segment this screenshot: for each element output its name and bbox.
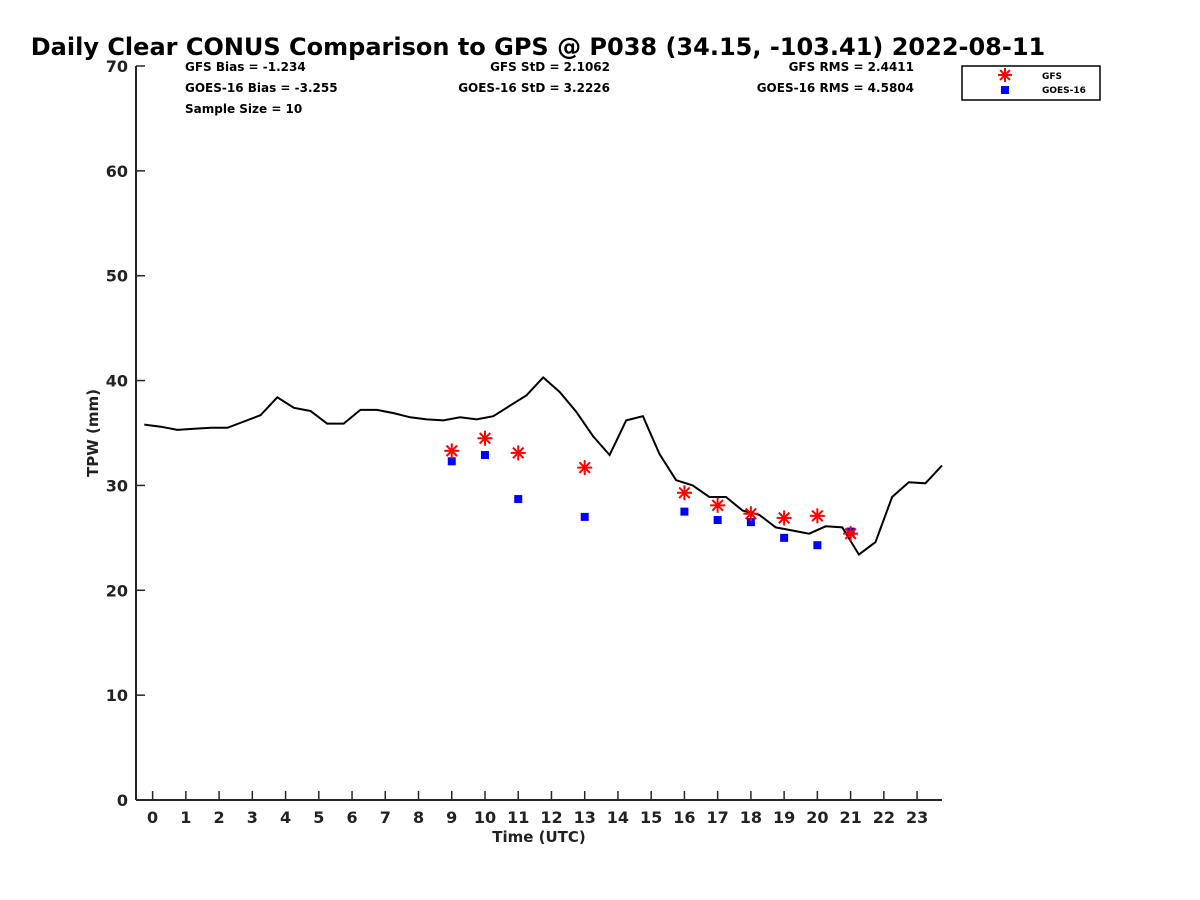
- legend-goes-label: GOES-16: [1042, 86, 1086, 96]
- x-tick-label: 2: [214, 808, 225, 827]
- gfs-point: [710, 497, 726, 513]
- gfs-point: [809, 508, 825, 524]
- gps-tpw-line: [144, 376, 943, 557]
- goes16-point: [713, 516, 722, 525]
- x-tick-label: 15: [640, 808, 662, 827]
- gfs-point: [776, 510, 792, 526]
- x-tick-label: 12: [540, 808, 562, 827]
- y-tick-label: 60: [106, 162, 128, 181]
- x-tick-label: 1: [180, 808, 191, 827]
- goes16-point: [480, 451, 489, 460]
- x-tick-label: 17: [707, 808, 729, 827]
- x-tick-label: 7: [380, 808, 391, 827]
- gfs-point: [743, 506, 759, 522]
- x-tick-label: 6: [346, 808, 357, 827]
- goes-bias-text: GOES-16 Bias = -3.255: [185, 81, 338, 95]
- x-tick-label: 8: [413, 808, 424, 827]
- chart-title: Daily Clear CONUS Comparison to GPS @ P0…: [31, 33, 1045, 61]
- gfs-point: [676, 485, 692, 501]
- x-axis-label: Time (UTC): [492, 828, 586, 846]
- plot-area: [144, 376, 943, 557]
- sample-size-text: Sample Size = 10: [185, 102, 302, 116]
- y-tick-label: 50: [106, 267, 128, 286]
- y-tick-label: 10: [106, 686, 128, 705]
- y-axis-label: TPW (mm): [84, 389, 102, 477]
- goes16-point: [813, 541, 822, 550]
- x-tick-label: 11: [507, 808, 529, 827]
- x-tick-label: 9: [446, 808, 457, 827]
- x-tick-label: 18: [740, 808, 762, 827]
- x-tick-label: 22: [873, 808, 895, 827]
- gfs-bias-text: GFS Bias = -1.234: [185, 60, 306, 74]
- stats-block: GFS Bias = -1.234 GOES-16 Bias = -3.255 …: [185, 60, 914, 116]
- gfs-rms-text: GFS RMS = 2.4411: [789, 60, 914, 74]
- gfs-point: [510, 445, 526, 461]
- x-tick-label: 4: [280, 808, 291, 827]
- y-tick-label: 20: [106, 581, 128, 600]
- goes16-point: [680, 507, 689, 516]
- legend-goes-marker: [1001, 86, 1009, 94]
- x-tick-label: 23: [906, 808, 928, 827]
- gfs-point: [444, 443, 460, 459]
- goes16-point: [447, 457, 456, 466]
- legend: GFS GOES-16: [961, 65, 1101, 101]
- x-tick-label: 10: [474, 808, 496, 827]
- gfs-std-text: GFS StD = 2.1062: [490, 60, 610, 74]
- x-tick-label: 14: [607, 808, 629, 827]
- x-tick-label: 20: [806, 808, 828, 827]
- goes-rms-text: GOES-16 RMS = 4.5804: [757, 81, 914, 95]
- x-tick-label: 5: [313, 808, 324, 827]
- legend-markers: [998, 68, 1012, 94]
- x-tick-label: 19: [773, 808, 795, 827]
- x-tick-label: 21: [839, 808, 861, 827]
- y-tick-label: 0: [117, 791, 128, 810]
- x-tick-label: 13: [574, 808, 596, 827]
- gfs-point: [577, 460, 593, 476]
- y-tick-label: 70: [106, 57, 128, 76]
- gfs-point: [843, 526, 859, 542]
- goes16-point: [780, 533, 789, 542]
- goes-std-text: GOES-16 StD = 3.2226: [458, 81, 610, 95]
- x-tick-label: 3: [247, 808, 258, 827]
- y-tick-label: 40: [106, 372, 128, 391]
- goes16-point: [580, 512, 589, 521]
- goes16-point: [746, 518, 755, 527]
- x-tick-label: 16: [673, 808, 695, 827]
- gfs-point: [477, 430, 493, 446]
- legend-box: [961, 65, 1101, 101]
- legend-gfs-label: GFS: [1042, 72, 1062, 82]
- x-tick-label: 0: [147, 808, 158, 827]
- legend-gfs-marker: [998, 68, 1012, 82]
- goes16-point: [514, 495, 523, 504]
- y-tick-label: 30: [106, 476, 128, 495]
